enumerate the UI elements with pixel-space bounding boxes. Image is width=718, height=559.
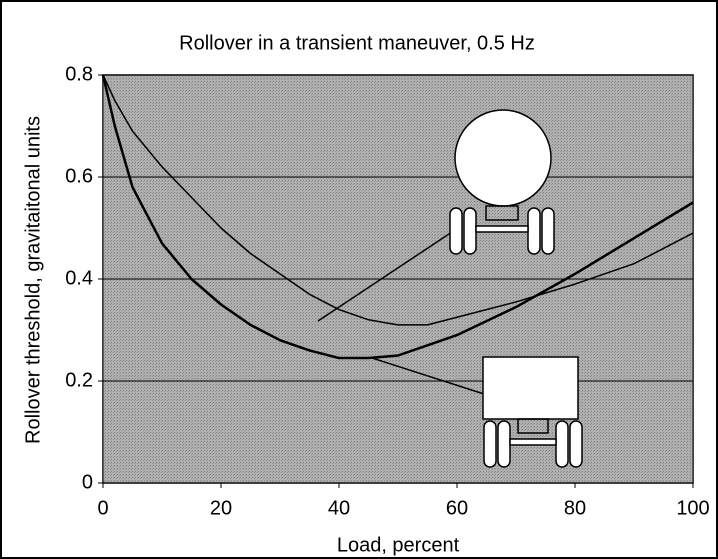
x-tick-label: 100 [676,497,709,519]
x-tick-label: 60 [446,497,468,519]
chart: 0 0.2 0.4 0.6 0.8 0 20 40 60 80 100 Rollover in a … [0,0,718,559]
y-tick-label: 0.8 [65,63,93,85]
y-tick-label: 0 [82,471,93,493]
x-tick-label: 40 [328,497,350,519]
x-axis-label: Load, percent [337,534,460,556]
y-axis-label: Rollover threshold, gravitaitonal units [22,116,44,444]
y-tick-label: 0.6 [65,165,93,187]
y-tick-label: 0.4 [65,267,93,289]
x-tick-label: 80 [564,497,586,519]
y-tick-label: 0.2 [65,369,93,391]
x-tick-label: 0 [97,497,108,519]
chart-title: Rollover in a transient maneuver, 0.5 Hz [179,32,535,54]
x-tick-label: 20 [210,497,232,519]
